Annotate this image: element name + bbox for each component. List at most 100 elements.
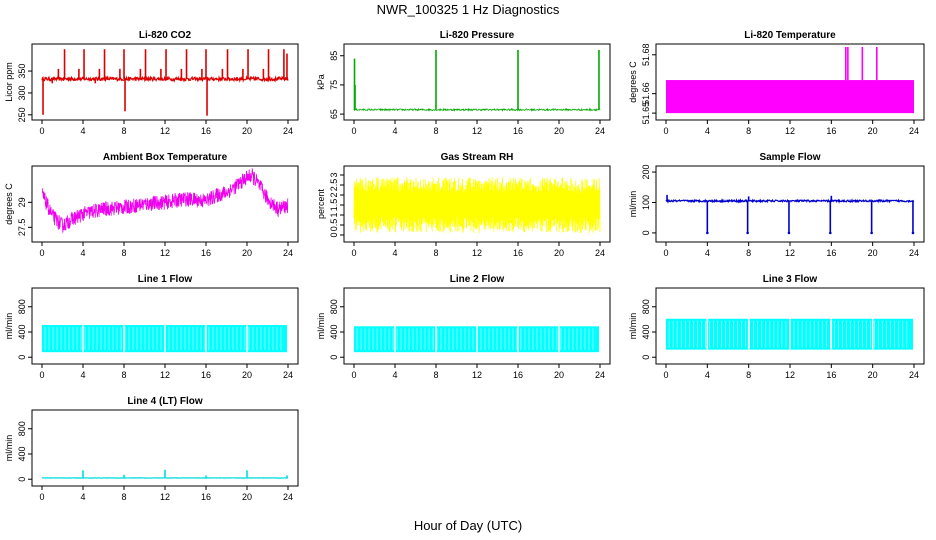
x-tick-label: 20 [554,248,564,258]
y-tick-label: 350 [17,64,27,79]
series-line [41,469,289,479]
x-tick-label: 4 [705,370,710,380]
series-line [666,316,915,350]
panel-title: Li-820 CO2 [139,30,192,41]
x-tick-label: 24 [595,126,605,136]
y-axis-label: Licor ppm [4,62,14,102]
x-tick-label: 12 [472,248,482,258]
y-tick-label: 3 [329,172,339,177]
panel-title: Li-820 Temperature [744,30,836,41]
x-tick-label: 20 [242,248,252,258]
y-tick-label: 200 [641,165,651,180]
series-line [666,47,914,114]
x-tick-label: 16 [826,248,836,258]
x-tick-label: 4 [80,492,85,502]
y-tick-label: 0 [329,232,339,237]
y-tick-label: 1 [329,212,339,217]
panel-frame [31,43,299,121]
x-tick-label: 4 [705,248,710,258]
y-tick-label: 1.5 [329,199,339,212]
x-tick-label: 8 [433,370,438,380]
panel-frame [31,165,299,243]
y-axis-label: ml/min [316,313,326,340]
y-tick-label: 51.68 [641,44,651,67]
x-tick-label: 8 [746,370,751,380]
series-line [41,49,289,116]
x-tick-label: 16 [201,370,211,380]
x-tick-label: 16 [513,370,523,380]
panel-frame [343,43,611,121]
y-tick-label: 75 [329,80,339,90]
x-tick-label: 0 [351,370,356,380]
x-tick-label: 20 [242,492,252,502]
x-tick-label: 24 [595,248,605,258]
panel-2: Li-820 Pressure 0 4 8 12 16 20 24 65 75 85 kPa [316,30,611,136]
temperature-band [666,80,914,114]
series-line [665,194,915,235]
x-tick-label: 12 [785,248,795,258]
x-tick-label: 16 [513,126,523,136]
x-tick-label: 24 [283,248,293,258]
y-axis-label: ml/min [4,313,14,340]
y-tick-label: 27.5 [17,219,27,237]
series-line [41,168,289,233]
y-axis-label: ml/min [628,313,638,340]
x-tick-label: 12 [160,248,170,258]
x-tick-label: 12 [160,492,170,502]
y-tick-label: 800 [17,299,27,314]
x-tick-label: 24 [909,126,919,136]
y-tick-label: 51.66 [641,82,651,105]
x-tick-label: 24 [909,248,919,258]
x-tick-label: 8 [121,492,126,502]
y-tick-label: 85 [329,51,339,61]
x-tick-label: 20 [868,126,878,136]
x-tick-label: 12 [785,126,795,136]
x-tick-label: 4 [705,126,710,136]
x-tick-label: 4 [392,370,397,380]
y-tick-label: 400 [17,324,27,339]
y-tick-label: 0 [329,355,339,360]
x-tick-label: 0 [663,126,668,136]
x-tick-label: 20 [554,370,564,380]
x-tick-label: 4 [80,248,85,258]
y-tick-label: 0 [17,355,27,360]
panel-title: Line 3 Flow [763,274,818,285]
x-tick-label: 12 [472,126,482,136]
x-tick-label: 16 [826,370,836,380]
panel-6: Sample Flow 0 4 8 12 16 20 24 0 100 200 ml/min [628,152,925,258]
x-tick-label: 24 [595,370,605,380]
x-tick-label: 24 [283,126,293,136]
y-tick-label: 250 [17,107,27,122]
x-tick-label: 16 [201,126,211,136]
x-tick-label: 4 [80,370,85,380]
x-tick-label: 8 [746,248,751,258]
y-tick-label: 0 [641,230,651,235]
y-axis-label: ml/min [4,435,14,462]
x-tick-label: 8 [746,126,751,136]
y-tick-label: 800 [329,299,339,314]
figure-title: NWR_100325 1 Hz Diagnostics [376,2,560,17]
y-tick-label: 65 [329,109,339,119]
x-tick-label: 8 [121,126,126,136]
x-tick-label: 4 [392,248,397,258]
x-tick-label: 8 [433,248,438,258]
y-tick-label: 100 [641,195,651,210]
x-tick-label: 0 [39,126,44,136]
panel-title: Line 2 Flow [450,274,505,285]
x-tick-label: 12 [160,126,170,136]
y-tick-label: 800 [641,299,651,314]
x-tick-label: 0 [663,248,668,258]
y-axis-label: degrees C [4,183,14,225]
x-tick-label: 20 [868,248,878,258]
y-tick-label: 400 [329,324,339,339]
panel-title: Li-820 Pressure [440,30,515,41]
x-tick-label: 0 [39,248,44,258]
panel-title: Line 1 Flow [138,274,193,285]
x-tick-label: 12 [472,370,482,380]
